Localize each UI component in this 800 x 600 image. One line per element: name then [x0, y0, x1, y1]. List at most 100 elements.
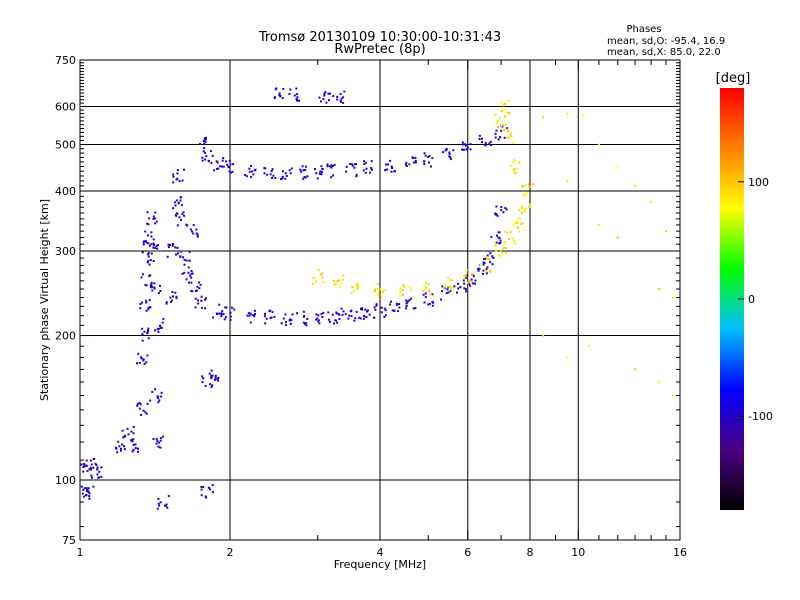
data-point	[315, 172, 318, 175]
data-point	[634, 184, 637, 187]
data-point	[91, 476, 93, 479]
data-point	[210, 161, 213, 164]
data-point	[165, 503, 168, 506]
data-point	[365, 167, 368, 170]
data-point	[447, 291, 450, 294]
data-point	[130, 430, 133, 433]
data-point	[138, 407, 141, 410]
data-point	[325, 101, 328, 104]
data-point	[463, 287, 466, 290]
data-point	[340, 97, 343, 100]
data-point	[134, 443, 137, 446]
data-point	[150, 285, 153, 288]
colorbar-ticks: 100 0 -100	[738, 176, 773, 423]
data-point	[318, 172, 321, 175]
data-point	[315, 280, 317, 283]
data-point	[183, 258, 186, 261]
data-point	[123, 448, 126, 451]
data-point	[204, 298, 207, 301]
data-point	[227, 165, 230, 168]
data-point	[489, 252, 492, 255]
data-point	[587, 345, 590, 348]
data-point	[423, 152, 426, 155]
data-point	[471, 273, 473, 276]
data-point	[329, 92, 332, 95]
data-point	[672, 296, 675, 299]
data-point	[330, 164, 333, 167]
data-point	[399, 293, 402, 296]
data-point	[350, 315, 353, 318]
data-point	[182, 256, 184, 259]
data-point	[149, 259, 152, 262]
data-point	[155, 438, 158, 441]
data-point	[489, 268, 492, 271]
data-point	[181, 272, 184, 275]
data-point	[464, 288, 467, 291]
data-point	[156, 507, 159, 510]
data-point	[195, 289, 198, 292]
data-point	[152, 438, 155, 440]
data-point	[269, 173, 272, 176]
data-point	[172, 181, 175, 184]
data-point	[470, 278, 473, 281]
data-point	[148, 263, 151, 266]
data-point	[342, 96, 345, 99]
data-point	[427, 289, 430, 292]
data-point	[137, 352, 140, 355]
data-point	[160, 395, 163, 398]
data-point	[295, 93, 298, 96]
data-point	[340, 307, 343, 310]
data-point	[414, 307, 417, 310]
data-point	[162, 317, 165, 320]
data-point	[351, 164, 354, 167]
data-point	[350, 292, 353, 294]
data-point	[210, 375, 213, 378]
data-point	[82, 495, 85, 498]
data-point	[171, 291, 174, 293]
data-point	[214, 379, 217, 381]
data-point	[147, 259, 150, 262]
data-point	[169, 296, 172, 299]
data-point	[210, 385, 213, 388]
data-point	[405, 161, 408, 164]
data-point	[482, 272, 484, 275]
data-point	[137, 447, 139, 450]
data-point	[340, 282, 343, 285]
data-point	[506, 112, 509, 114]
data-point	[465, 269, 468, 272]
data-point	[380, 306, 383, 309]
data-point	[397, 310, 399, 313]
data-point	[657, 381, 660, 384]
data-point	[183, 214, 186, 217]
data-point	[486, 266, 489, 269]
data-point	[198, 287, 201, 290]
data-point	[478, 138, 481, 141]
data-point	[370, 160, 373, 163]
data-point	[423, 162, 426, 165]
data-point	[172, 243, 174, 245]
data-point	[199, 143, 201, 145]
data-point	[489, 140, 492, 143]
data-point	[499, 241, 502, 244]
data-point	[469, 280, 472, 283]
data-point	[155, 442, 158, 445]
data-point	[88, 497, 91, 500]
data-point	[145, 284, 148, 287]
data-point	[127, 433, 130, 436]
data-point	[351, 163, 353, 166]
data-point	[271, 311, 274, 314]
data-point	[511, 141, 514, 144]
data-point	[486, 254, 489, 257]
data-point	[167, 246, 170, 249]
data-point	[422, 293, 425, 296]
data-point	[500, 249, 503, 252]
data-point	[212, 491, 214, 494]
data-point	[153, 282, 156, 285]
data-point	[453, 285, 456, 288]
data-point	[179, 199, 182, 202]
data-point	[329, 320, 331, 323]
data-point	[425, 282, 428, 285]
data-point	[503, 129, 506, 131]
data-point	[198, 281, 200, 284]
data-point	[151, 390, 154, 393]
